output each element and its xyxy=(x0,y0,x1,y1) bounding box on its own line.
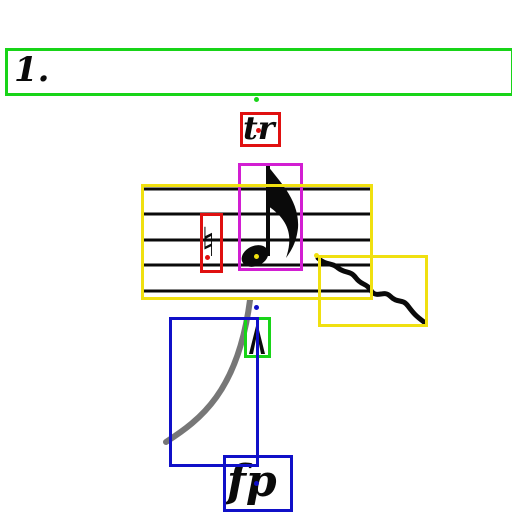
dynamic-label: fp xyxy=(227,456,277,507)
trill-box-marker xyxy=(256,128,261,133)
staff xyxy=(143,187,372,293)
natural-sign: ♮ xyxy=(201,220,216,266)
natural-box-marker xyxy=(205,255,210,260)
note-box-marker xyxy=(254,254,259,259)
measure-number: 1. xyxy=(14,50,50,90)
slur-curve xyxy=(163,297,253,445)
trill-line-box-marker xyxy=(314,253,319,258)
note-flag xyxy=(268,166,299,258)
eighth-note xyxy=(241,166,299,267)
measure-number-box-marker xyxy=(254,97,259,102)
accent-box-marker xyxy=(254,305,259,310)
accent-mark xyxy=(249,322,265,354)
dynamic-box-marker xyxy=(254,481,259,486)
note-stem xyxy=(266,166,270,256)
